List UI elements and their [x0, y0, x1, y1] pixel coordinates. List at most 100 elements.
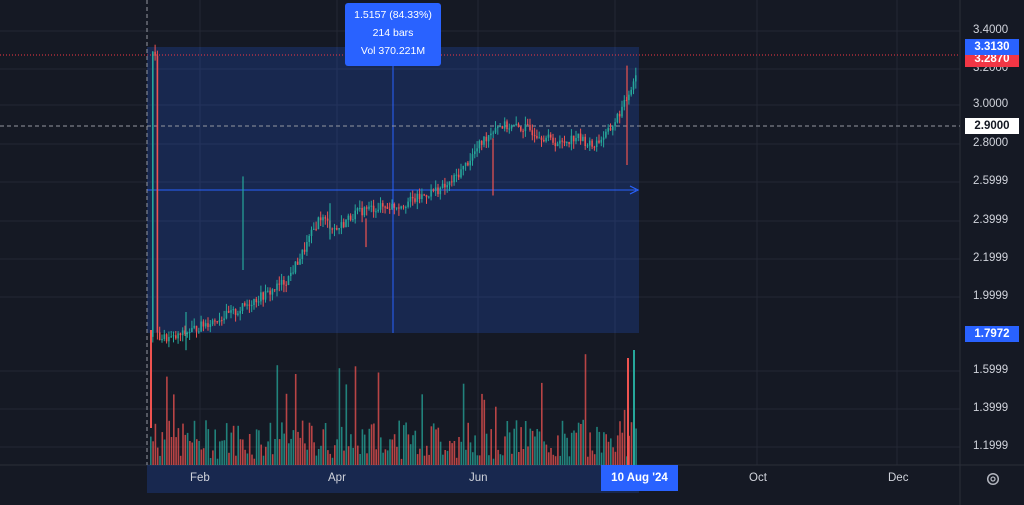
candle-body	[333, 228, 336, 230]
candle-body	[221, 320, 223, 322]
volume-bar	[345, 384, 348, 465]
volume-bar	[591, 450, 594, 465]
candle-body	[200, 321, 202, 332]
volume-bar	[150, 436, 152, 465]
volume-bar	[478, 455, 481, 465]
candle-body	[554, 142, 557, 147]
volume-bar	[156, 447, 159, 465]
volume-bar	[437, 427, 440, 465]
candle-body	[363, 207, 366, 216]
volume-bar	[513, 428, 515, 465]
volume-bar	[202, 448, 205, 465]
volume-bar	[170, 437, 173, 465]
volume-bar	[184, 434, 187, 465]
volume-bar	[451, 443, 453, 465]
volume-bar	[547, 452, 550, 465]
volume-bar	[299, 437, 302, 465]
volume-bar	[242, 439, 244, 465]
candle-body	[400, 206, 402, 209]
candle-body	[211, 320, 214, 325]
candle-body	[529, 125, 531, 131]
y-tick-label: 2.5999	[973, 175, 1009, 187]
candle-body	[375, 211, 377, 213]
candle-body	[460, 169, 462, 178]
volume-bar	[570, 432, 573, 465]
volume-bar	[343, 450, 345, 465]
candle-body	[156, 55, 159, 333]
volume-bar	[495, 406, 497, 465]
candle-body	[280, 280, 283, 285]
gear-icon[interactable]	[985, 471, 1001, 487]
candle-body	[214, 320, 216, 322]
candle-body	[448, 181, 451, 186]
volume-bar	[283, 433, 285, 465]
candle-body	[322, 217, 324, 221]
candle-body	[614, 122, 616, 127]
volume-bar	[536, 429, 538, 465]
measure-bars: 214 bars	[372, 27, 414, 39]
volume-bar	[320, 445, 322, 465]
candle-body	[264, 290, 267, 300]
candle-body	[216, 321, 218, 323]
volume-bar	[308, 422, 311, 465]
volume-bar	[175, 437, 177, 465]
candle-body	[204, 323, 207, 327]
candle-body	[191, 327, 193, 333]
volume-bar	[446, 450, 449, 465]
candle-body	[411, 196, 414, 199]
volume-bar	[460, 441, 463, 465]
volume-bar	[626, 456, 628, 465]
volume-bar	[580, 424, 582, 465]
volume-bar	[281, 422, 283, 465]
volume-bar	[419, 448, 421, 465]
candle-body	[271, 289, 274, 295]
volume-bar	[458, 437, 460, 465]
volume-bar	[414, 430, 417, 465]
volume-bar	[430, 426, 433, 465]
last-price-tag: 3.3130	[965, 39, 1019, 55]
volume-bar	[166, 376, 168, 465]
volume-bar	[207, 429, 210, 465]
candle-body	[545, 137, 547, 142]
candle-body	[451, 181, 453, 183]
volume-bar	[398, 420, 400, 465]
volume-bar	[168, 420, 170, 465]
measure-change: 1.5157 (84.33%)	[354, 9, 432, 21]
volume-bar	[248, 434, 251, 465]
candle-body	[356, 208, 359, 211]
volume-bar	[350, 434, 352, 465]
volume-bar	[361, 429, 364, 465]
candle-body	[209, 324, 212, 327]
candle-body	[501, 126, 504, 129]
candle-body	[308, 236, 310, 242]
y-tick-label: 3.4000	[973, 24, 1009, 36]
volume-bar	[246, 453, 249, 465]
volume-bar	[524, 421, 527, 465]
candle-body	[405, 206, 407, 208]
volume-bar	[633, 350, 635, 465]
candle-body	[513, 125, 515, 127]
volume-bar	[288, 443, 290, 465]
volume-bar	[274, 439, 276, 465]
volume-bar	[214, 429, 216, 465]
candle-body	[600, 139, 603, 143]
volume-bar	[635, 428, 637, 465]
candle-body	[152, 51, 154, 337]
volume-bar	[623, 409, 626, 465]
y-tick-label: 3.0000	[973, 98, 1009, 110]
volume-bar	[271, 454, 274, 465]
volume-bar	[324, 423, 327, 465]
volume-bar	[228, 452, 230, 465]
volume-bar	[407, 434, 410, 465]
volume-bar	[347, 446, 350, 465]
volume-bar	[338, 368, 341, 465]
volume-bar	[225, 423, 228, 465]
volume-bar	[501, 455, 504, 465]
volume-bar	[292, 430, 295, 465]
x-tick-label: Apr	[328, 472, 346, 484]
volume-bar	[232, 425, 235, 465]
volume-bar	[465, 449, 467, 465]
candle-body	[430, 189, 432, 197]
